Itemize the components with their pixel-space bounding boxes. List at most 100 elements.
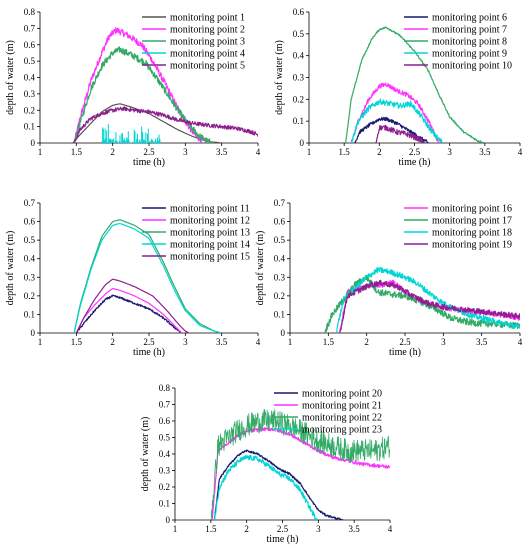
legend-label: monitoring point 1: [170, 13, 245, 24]
legend-label: monitoring point 12: [170, 216, 250, 227]
series-4: [339, 279, 520, 333]
y-axis-label: depth of water (m): [5, 40, 16, 115]
x-tick-label: 1.5: [71, 337, 83, 347]
series-line: [350, 82, 440, 143]
legend-label: monitoring point 11: [170, 204, 250, 215]
series-3: [345, 26, 485, 143]
chart-panel-1: 1 1.5 2 2.5 3 3.5 4 0 0.1 0.2 0.3 0.4 0.5 0.6 0.7 0.8 ti…: [5, 7, 261, 168]
series-4: [213, 454, 319, 520]
series-line: [335, 266, 520, 333]
x-tick-label: 3: [183, 337, 188, 347]
y-tick-label: 0.5: [293, 29, 305, 39]
series-line: [75, 278, 190, 333]
series-line: [213, 449, 344, 520]
y-tick-label: 0.1: [24, 309, 35, 319]
x-tick-label: 1.5: [323, 337, 335, 347]
legend-label: monitoring point 3: [170, 37, 245, 48]
x-tick-label: 2: [364, 337, 369, 347]
x-tick-label: 1: [38, 337, 43, 347]
y-tick-label: 0: [31, 138, 36, 148]
legend-label: monitoring point 13: [170, 228, 250, 239]
x-tick-label: 3.5: [479, 147, 491, 157]
legend-label: monitoring point 2: [170, 25, 245, 36]
series-line: [375, 124, 426, 143]
series-line: [73, 106, 258, 143]
x-tick-label: 3.5: [216, 147, 228, 157]
series-line: [351, 98, 444, 143]
x-tick-label: 2.5: [409, 147, 421, 157]
y-tick-label: 0: [300, 138, 305, 148]
y-tick-label: 0.2: [159, 482, 170, 492]
series-line: [73, 219, 222, 333]
y-axis-label: depth of water (m): [274, 40, 285, 115]
y-tick-label: 0.5: [24, 56, 36, 66]
series-4: [351, 98, 444, 143]
x-tick-label: 1: [307, 147, 312, 157]
x-axis-label: time (h): [267, 534, 299, 545]
x-tick-label: 3: [441, 337, 446, 347]
series-2: [211, 427, 390, 520]
legend-label: monitoring point 4: [170, 49, 245, 60]
x-axis-label: time (h): [133, 347, 165, 358]
x-tick-label: 2.5: [399, 337, 411, 347]
x-tick-label: 1: [173, 524, 178, 534]
series-line: [75, 294, 183, 333]
y-tick-label: 0.6: [24, 40, 36, 50]
x-tick-label: 3.5: [216, 337, 228, 347]
x-tick-label: 3.5: [349, 524, 361, 534]
series-line: [210, 409, 390, 520]
series-line: [324, 274, 520, 333]
series-line: [73, 223, 222, 333]
series-2: [350, 82, 440, 143]
y-tick-label: 0.6: [293, 7, 305, 17]
series-line: [211, 427, 390, 520]
y-tick-label: 0.6: [274, 217, 286, 227]
y-tick-label: 0.1: [159, 499, 170, 509]
series-line: [354, 116, 429, 143]
series-2: [75, 287, 183, 333]
legend-label: monitoring point 8: [432, 37, 507, 48]
x-tick-label: 3: [447, 147, 452, 157]
legend-label: monitoring point 23: [302, 425, 382, 436]
y-tick-label: 0.5: [274, 235, 286, 245]
chart-panel-2: 1 1.5 2 2.5 3 3.5 4 0 0.1 0.2 0.3 0.4 0.5 0.6 time (h)…: [274, 7, 523, 168]
x-tick-label: 1.5: [339, 147, 351, 157]
series-1: [75, 294, 183, 333]
x-tick-label: 2: [377, 147, 382, 157]
series-4: [73, 223, 222, 333]
series-5: [73, 106, 258, 143]
x-tick-label: 1.5: [205, 524, 217, 534]
y-tick-label: 0.1: [274, 309, 285, 319]
x-tick-label: 1: [288, 337, 293, 347]
y-tick-label: 0: [281, 328, 286, 338]
legend-label: monitoring point 6: [432, 13, 507, 24]
series-line: [213, 454, 319, 520]
x-tick-label: 4: [256, 337, 261, 347]
series-line: [75, 287, 183, 333]
series-1: [213, 449, 344, 520]
y-tick-label: 0.5: [159, 433, 171, 443]
legend-label: monitoring point 10: [432, 61, 512, 72]
legend-label: monitoring point 16: [432, 204, 512, 215]
y-tick-label: 0.8: [159, 383, 171, 393]
y-tick-label: 0.3: [159, 466, 171, 476]
series-3: [210, 409, 390, 520]
series-1: [354, 116, 429, 143]
y-tick-label: 0: [31, 328, 36, 338]
legend-label: monitoring point 15: [170, 252, 250, 263]
y-tick-label: 0.6: [24, 217, 36, 227]
series-2: [324, 274, 520, 333]
y-tick-label: 0.7: [24, 198, 36, 208]
series-5: [75, 278, 190, 333]
series-line: [345, 26, 485, 143]
y-tick-label: 0.5: [24, 235, 36, 245]
y-axis-label: depth of water (m): [255, 231, 266, 306]
x-axis-label: time (h): [389, 347, 421, 358]
legend-label: monitoring point 18: [432, 228, 512, 239]
y-tick-label: 0.1: [293, 116, 304, 126]
series-line: [339, 279, 520, 333]
y-tick-label: 0.7: [159, 400, 171, 410]
x-tick-label: 2.5: [277, 524, 289, 534]
x-tick-label: 2: [110, 147, 115, 157]
